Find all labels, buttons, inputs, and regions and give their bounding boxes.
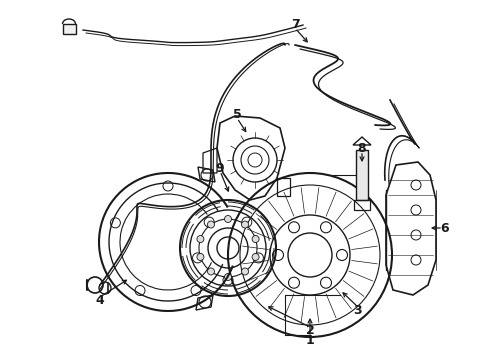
- Circle shape: [224, 216, 231, 222]
- Polygon shape: [63, 24, 76, 34]
- Text: 3: 3: [353, 303, 362, 316]
- Text: 4: 4: [96, 293, 104, 306]
- Text: 9: 9: [215, 162, 224, 175]
- Circle shape: [241, 268, 248, 275]
- Polygon shape: [355, 150, 367, 200]
- Text: 6: 6: [440, 221, 448, 234]
- Circle shape: [207, 221, 214, 228]
- Text: 8: 8: [357, 141, 366, 154]
- Circle shape: [197, 235, 203, 243]
- Text: 7: 7: [290, 18, 299, 31]
- Circle shape: [252, 235, 259, 243]
- Text: 5: 5: [232, 108, 241, 122]
- Circle shape: [197, 253, 203, 261]
- Text: 1: 1: [305, 333, 314, 346]
- Circle shape: [252, 253, 259, 261]
- Circle shape: [207, 268, 214, 275]
- Text: 2: 2: [305, 324, 314, 337]
- Circle shape: [224, 274, 231, 280]
- Circle shape: [241, 221, 248, 228]
